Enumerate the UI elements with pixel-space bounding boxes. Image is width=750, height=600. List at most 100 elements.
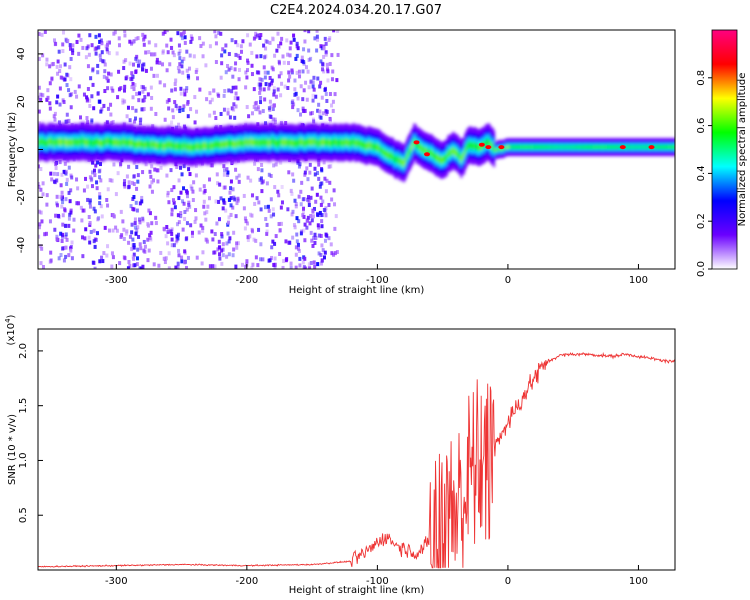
noise-cell — [62, 258, 66, 263]
ridge-cell — [333, 137, 336, 146]
noise-cell — [313, 172, 317, 177]
ridge-cell — [213, 141, 216, 149]
noise-cell — [38, 109, 41, 114]
noise-cell — [179, 190, 183, 195]
noise-cell — [210, 97, 214, 102]
noise-cell — [245, 75, 249, 80]
noise-cell — [272, 212, 276, 217]
ridge-cell — [440, 156, 443, 165]
ridge-cell — [644, 145, 647, 149]
noise-cell — [127, 180, 131, 185]
noise-cell — [226, 170, 230, 175]
ridge-cell — [537, 145, 540, 149]
noise-cell — [149, 85, 153, 90]
noise-cell — [108, 178, 112, 183]
noise-cell — [208, 264, 212, 269]
noise-cell — [317, 102, 321, 107]
noise-cell — [323, 36, 327, 41]
noise-cell — [121, 219, 125, 224]
ridge-cell — [577, 145, 580, 149]
ridge-cell — [284, 139, 287, 147]
x-axis-label: Height of straight line (km) — [289, 285, 425, 296]
noise-cell — [294, 245, 298, 250]
ridge-cell — [341, 138, 344, 146]
noise-cell — [98, 39, 102, 44]
noise-cell — [324, 52, 328, 57]
noise-cell — [83, 236, 87, 241]
noise-cell — [309, 56, 313, 61]
noise-cell — [142, 239, 146, 244]
ridge-cell — [88, 138, 91, 146]
noise-cell — [193, 219, 197, 224]
noise-cell — [190, 233, 194, 238]
ridge-cell — [533, 145, 536, 149]
noise-cell — [177, 178, 181, 183]
noise-cell — [56, 172, 60, 177]
ridge-cell — [589, 145, 592, 149]
noise-cell — [188, 53, 192, 58]
noise-cell — [58, 69, 62, 74]
noise-cell — [86, 184, 90, 189]
noise-cell — [130, 247, 134, 252]
noise-cell — [250, 193, 254, 198]
noise-cell — [142, 36, 146, 41]
noise-cell — [259, 207, 263, 212]
noise-cell — [61, 200, 65, 205]
ridge-cell — [243, 139, 246, 148]
ridge-cell — [81, 138, 84, 147]
ridge-cell — [287, 139, 291, 147]
noise-cell — [244, 219, 248, 224]
ridge-cell — [599, 145, 603, 149]
noise-cell — [332, 188, 336, 193]
noise-cell — [313, 36, 317, 41]
noise-cell — [280, 200, 284, 205]
ridge-cell — [76, 138, 79, 147]
noise-cell — [226, 231, 230, 236]
noise-cell — [307, 57, 311, 62]
x-tick-label: 100 — [629, 576, 648, 587]
noise-cell — [127, 184, 131, 189]
noise-cell — [63, 208, 67, 213]
ridge-cell — [641, 145, 644, 149]
noise-cell — [291, 235, 295, 240]
noise-cell — [130, 85, 134, 90]
noise-cell — [159, 250, 163, 255]
ridge-cell — [554, 145, 557, 149]
ridge-cell — [171, 141, 174, 150]
noise-cell — [272, 89, 276, 94]
ridge-cell — [447, 150, 450, 158]
noise-cell — [251, 262, 255, 267]
noise-cell — [193, 120, 197, 125]
noise-cell — [256, 105, 260, 110]
ridge-cell — [518, 145, 522, 149]
noise-cell — [98, 192, 102, 197]
noise-cell — [234, 85, 238, 90]
ridge-cell — [255, 138, 258, 147]
noise-cell — [72, 217, 76, 222]
noise-cell — [226, 220, 230, 225]
noise-cell — [315, 192, 319, 197]
noise-cell — [221, 242, 225, 247]
ridge-cell — [468, 141, 471, 150]
noise-cell — [67, 216, 71, 221]
noise-cell — [187, 167, 191, 172]
noise-cell — [111, 213, 115, 218]
ridge-cell — [435, 154, 438, 162]
noise-cell — [110, 264, 114, 269]
noise-cell — [60, 190, 64, 195]
noise-cell — [232, 102, 236, 107]
noise-cell — [246, 58, 250, 63]
ridge-cell — [526, 145, 529, 149]
noise-cell — [226, 172, 230, 177]
x-tick-label: -100 — [366, 275, 389, 286]
noise-cell — [41, 53, 45, 58]
noise-cell — [81, 45, 85, 50]
ridge-cell — [154, 141, 157, 149]
ridge-cell — [393, 155, 396, 163]
noise-cell — [55, 178, 59, 183]
ridge-cell — [588, 145, 591, 149]
noise-cell — [123, 256, 127, 261]
ridge-cell — [153, 140, 156, 149]
ridge-cell — [162, 143, 165, 151]
noise-cell — [188, 66, 192, 71]
